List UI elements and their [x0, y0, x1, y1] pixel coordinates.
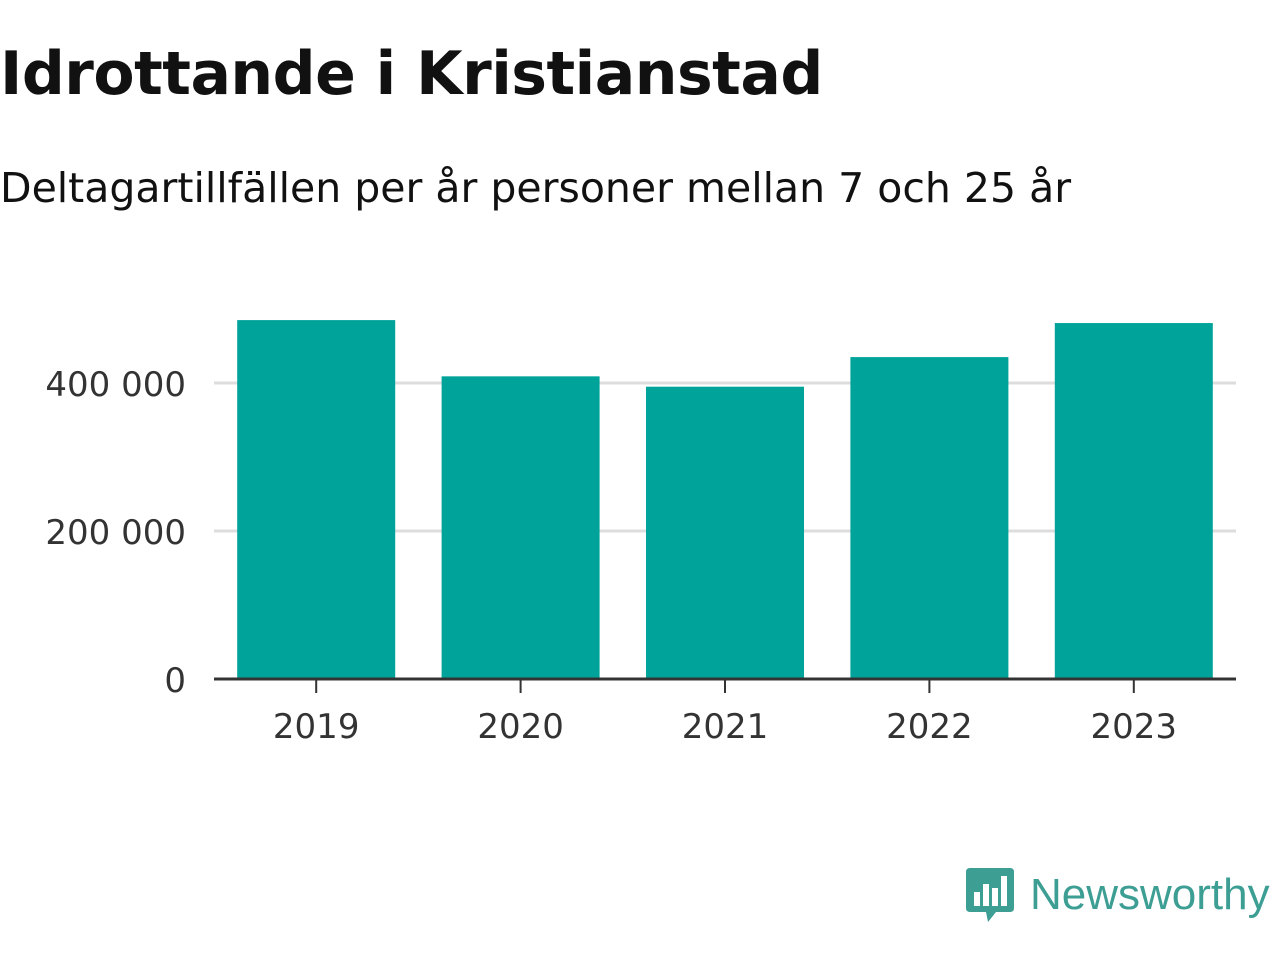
y-tick-labels: 0 200 000 400 000	[45, 365, 186, 701]
bar-2022	[850, 357, 1009, 679]
x-tick-label: 2021	[682, 707, 769, 747]
chart-subtitle: Deltagartillfällen per år personer mella…	[0, 164, 1072, 212]
x-tick-label: 2022	[886, 707, 973, 747]
x-tick-label: 2020	[477, 707, 564, 747]
chart-title: Idrottande i Kristianstad	[0, 39, 823, 109]
newsworthy-logo[interactable]: Newsworthy	[964, 864, 1270, 926]
y-tick-label: 400 000	[45, 365, 186, 405]
y-tick-label: 0	[164, 661, 186, 701]
x-tick-label: 2023	[1091, 707, 1178, 747]
bar-chart-speech-bubble-icon	[966, 868, 1014, 922]
bar-2019	[237, 320, 396, 679]
x-tick-labels: 2019 2020 2021 2022 2023	[273, 707, 1177, 747]
bar-2020	[441, 376, 600, 679]
x-axis	[214, 677, 1236, 693]
x-tick-label: 2019	[273, 707, 360, 747]
bars	[237, 320, 1213, 679]
bar-2023	[1054, 323, 1213, 679]
bar-2021	[646, 386, 804, 679]
brand-name: Newsworthy	[1030, 870, 1270, 919]
y-tick-label: 200 000	[45, 513, 186, 553]
